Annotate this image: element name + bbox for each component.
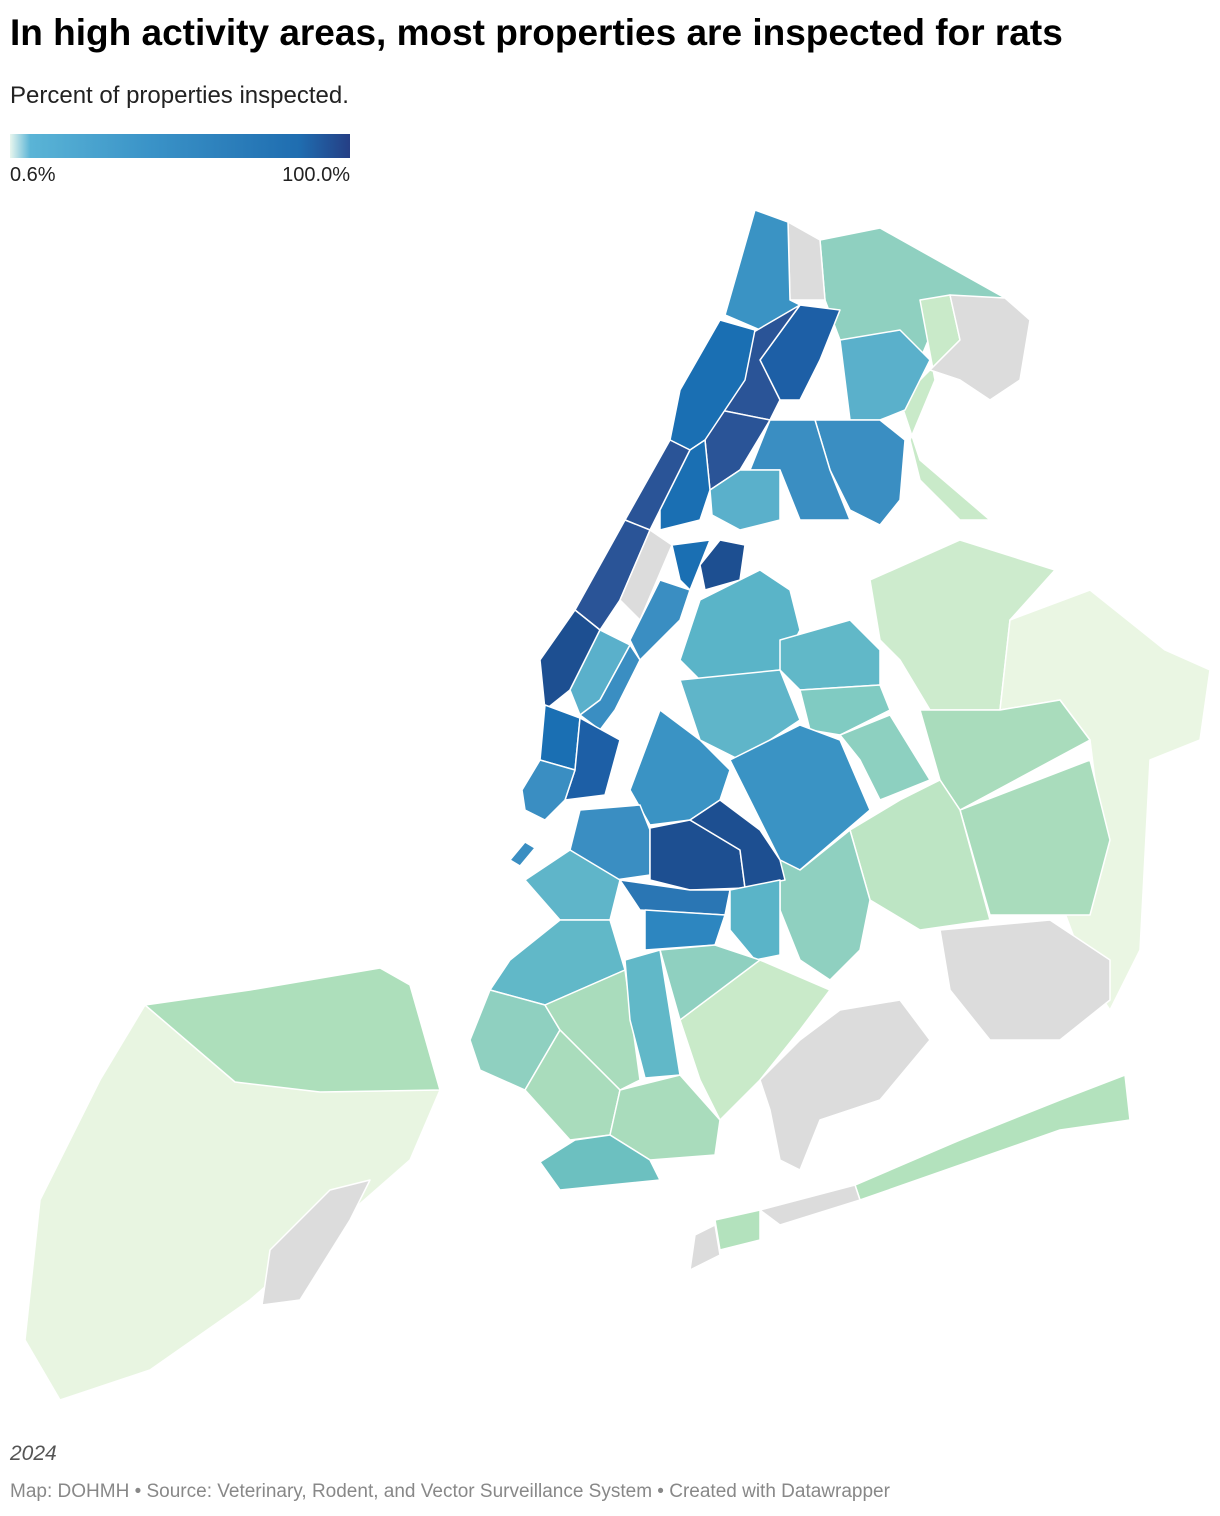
- land-gray: [261, 1179, 371, 1306]
- region: [574, 519, 651, 631]
- region: [544, 969, 641, 1091]
- land-gray: [929, 294, 1031, 401]
- legend-max: 100.0%: [282, 164, 350, 186]
- region: [729, 879, 781, 961]
- land-gray: [787, 221, 826, 301]
- region: [509, 841, 536, 867]
- region: [699, 539, 746, 591]
- region: [539, 704, 581, 771]
- region: [144, 967, 441, 1093]
- footer: Map: DOHMH • Source: Veterinary, Rodent,…: [10, 1481, 890, 1502]
- subtitle: Percent of properties inspected.: [10, 82, 349, 109]
- region: [779, 829, 871, 981]
- region: [689, 799, 786, 889]
- region: [849, 779, 991, 931]
- region: [959, 759, 1111, 916]
- region: [624, 949, 681, 1079]
- region: [619, 879, 731, 916]
- title: In high activity areas, most properties …: [10, 12, 1063, 53]
- land-gray: [689, 1224, 721, 1271]
- legend-gradient: [10, 134, 350, 158]
- region: [564, 717, 621, 801]
- land-gray: [759, 1184, 861, 1226]
- region: [539, 609, 601, 711]
- region: [539, 1134, 661, 1191]
- note: 2024: [10, 1442, 57, 1465]
- region: [629, 579, 691, 661]
- region: [624, 439, 691, 531]
- land-gray: [759, 999, 931, 1171]
- region: [521, 759, 576, 821]
- region: [729, 724, 871, 871]
- region: [799, 684, 891, 736]
- legend-min: 0.6%: [10, 164, 56, 186]
- region: [714, 1209, 761, 1251]
- region: [839, 714, 931, 801]
- region: [854, 1074, 1131, 1201]
- region: [524, 849, 621, 921]
- land-gray: [939, 919, 1111, 1041]
- region: [659, 439, 711, 531]
- region: [679, 959, 831, 1121]
- region: [644, 909, 726, 951]
